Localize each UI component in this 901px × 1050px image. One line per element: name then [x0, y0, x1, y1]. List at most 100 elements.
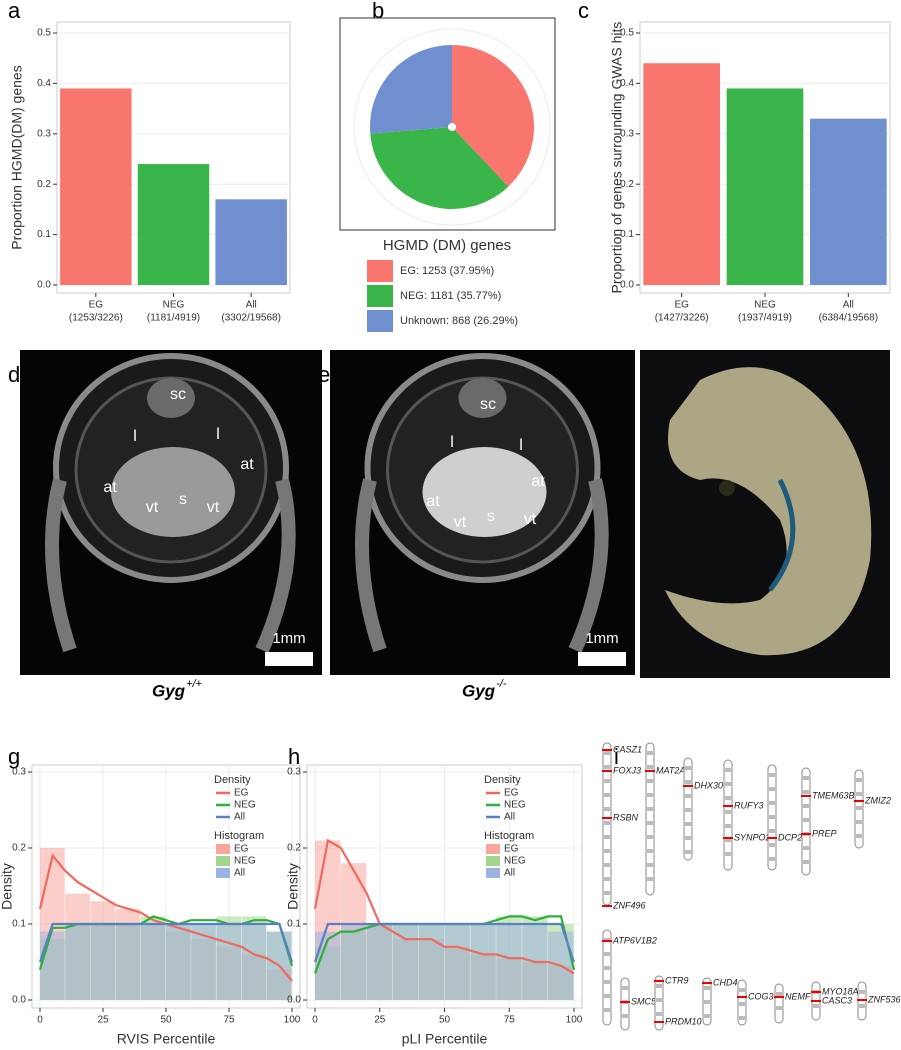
chromosome-band	[604, 966, 610, 970]
chromosome-band	[856, 778, 862, 782]
x-tick-label: EG	[89, 300, 104, 311]
x-tick-label: 100	[566, 1015, 583, 1026]
bar	[137, 164, 210, 285]
legend-swatch	[367, 260, 393, 282]
legend-label: NEG	[234, 800, 256, 811]
chromosome	[654, 975, 664, 1031]
y-tick-label: 0.0	[287, 995, 301, 1006]
bar	[215, 199, 287, 285]
x-tick-label: 0	[37, 1015, 43, 1026]
chromosome-band	[704, 1014, 710, 1018]
legend-label: EG: 1253 (37.95%)	[400, 265, 494, 277]
chromosome-band	[604, 821, 610, 825]
y-tick-label: 0.2	[620, 179, 634, 190]
pie-slice	[370, 127, 509, 210]
legend-label: NEG	[504, 800, 526, 811]
y-tick-label: 0.1	[287, 919, 301, 930]
scale-label: 1mm	[585, 630, 618, 647]
x-tick-sublabel: (1253/3226)	[69, 313, 123, 324]
x-tick-label: NEG	[163, 300, 185, 311]
legend-label: All	[234, 868, 245, 879]
y-tick-label: 0.5	[620, 28, 634, 39]
gene-label: CASZ1	[613, 744, 642, 754]
anatomy-label: sc	[170, 386, 186, 403]
y-tick-label: 0.4	[37, 78, 51, 89]
chromosome-band	[604, 793, 610, 797]
anatomy-label: at	[531, 473, 545, 490]
y-axis-label: Proportion HGMD(DM) genes	[9, 65, 25, 249]
chromosome-band	[647, 821, 653, 825]
y-tick-label: 0.0	[12, 995, 26, 1006]
density-line	[313, 838, 575, 975]
chromosome-band	[769, 843, 775, 847]
chromosome-band	[859, 990, 865, 994]
anatomy-label: s	[487, 508, 495, 525]
chromosome-band	[803, 804, 809, 808]
chromosome-band	[725, 838, 731, 842]
chromosome-band	[647, 779, 653, 783]
scale-bar	[578, 652, 626, 666]
pie-center	[448, 123, 456, 131]
image-caption-superscript: -/-	[496, 678, 507, 690]
histogram-bar	[216, 924, 242, 1000]
x-tick-label: All	[843, 300, 854, 311]
chromosome-band	[856, 834, 862, 838]
histogram-bar	[496, 924, 522, 1000]
legend-swatch	[367, 285, 393, 307]
anatomy-label: at	[240, 456, 254, 473]
chromosome-band	[604, 980, 610, 984]
panel-label: d	[8, 362, 20, 387]
chromosome-band	[647, 793, 653, 797]
anatomy-label: sc	[480, 396, 496, 413]
y-tick-label: 0.5	[37, 28, 51, 39]
legend-label: NEG: 1181 (35.77%)	[400, 290, 501, 302]
gene-label: COG3	[748, 991, 774, 1001]
anatomy-label: at	[426, 493, 440, 510]
histogram-bar	[140, 924, 166, 1000]
chromosome-band	[704, 986, 710, 990]
y-tick-label: 0.2	[287, 843, 301, 854]
pie-outer	[353, 28, 551, 226]
gene-label: RUFY3	[734, 800, 764, 810]
histogram-bar	[392, 924, 419, 1000]
legend-label: All	[234, 812, 245, 823]
gene-label: MYO18A	[822, 986, 859, 996]
pie-slice	[369, 45, 452, 134]
legend-swatch	[216, 868, 230, 878]
scale-label: 1mm	[272, 630, 305, 647]
embryo-eye	[719, 480, 735, 496]
chromosome-band	[803, 818, 809, 822]
panel-label: i	[614, 744, 619, 769]
chromosome-band	[656, 1012, 662, 1016]
histogram-bar	[470, 924, 496, 1000]
chromosome-band	[769, 787, 775, 791]
mri-heart	[111, 447, 235, 537]
chromosome-band	[725, 782, 731, 786]
chromosome-band	[647, 765, 653, 769]
y-tick-label: 0.3	[12, 767, 26, 778]
mri-heart	[422, 447, 547, 537]
chromosome-band	[769, 815, 775, 819]
y-tick-label: 0.3	[620, 128, 634, 139]
histogram-bar	[444, 924, 470, 1000]
x-tick-label: 25	[374, 1015, 386, 1026]
histogram-bar	[65, 924, 90, 1000]
chromosome-band	[647, 807, 653, 811]
histogram-bar	[241, 924, 267, 1000]
gene-label: CASC3	[822, 995, 852, 1005]
chromosome-band	[604, 765, 610, 769]
chromosome-band	[685, 794, 691, 798]
chromosome-band	[739, 988, 745, 992]
bar	[643, 63, 720, 285]
panel-label: h	[288, 744, 300, 769]
chromosome-band	[725, 810, 731, 814]
chromosome-band	[685, 850, 691, 854]
gene-label: FOXJ3	[613, 765, 641, 775]
gene-label: SYNPO2	[734, 832, 771, 842]
bar	[726, 88, 804, 285]
chromosome-band	[604, 849, 610, 853]
legend-label: NEG	[504, 856, 526, 867]
x-tick-label: 75	[223, 1015, 235, 1026]
legend-label: Unknown: 868 (26.29%)	[400, 315, 518, 327]
chromosome-band	[647, 849, 653, 853]
